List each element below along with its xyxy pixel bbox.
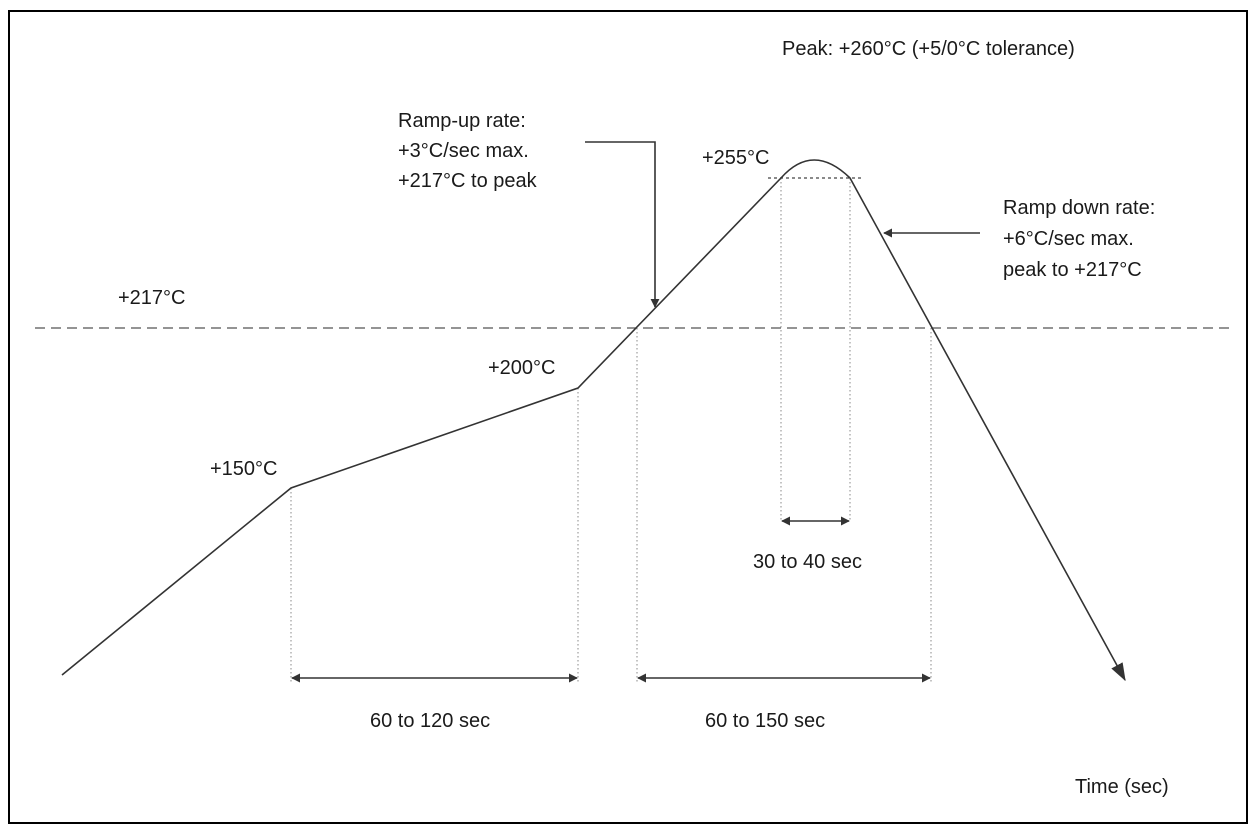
temp-217-label: +217°C — [118, 287, 186, 309]
ramp-down-label-line3: peak to +217°C — [1003, 259, 1142, 281]
temp-150-label: +150°C — [210, 458, 278, 480]
ramp-down-label-line1: Ramp down rate: — [1003, 197, 1155, 219]
ramp-up-label-line2: +3°C/sec max. — [398, 140, 529, 162]
ramp-down-label-line2: +6°C/sec max. — [1003, 228, 1134, 250]
temperature-profile-curve — [61, 159, 1126, 682]
ramp-up-label-line3: +217°C to peak — [398, 170, 538, 192]
temp-200-label: +200°C — [488, 357, 556, 379]
temp-255-label: +255°C — [702, 147, 770, 169]
soak-duration-label: 60 to 120 sec — [370, 710, 490, 732]
diagram-frame — [8, 10, 1248, 824]
x-axis-label: Time (sec) — [1075, 776, 1169, 798]
ramp-up-leader-arrow — [585, 141, 660, 308]
reflow-duration-label: 60 to 150 sec — [705, 710, 825, 732]
peak-label: Peak: +260°C (+5/0°C tolerance) — [782, 38, 1075, 60]
ramp-up-label-line1: Ramp-up rate: — [398, 110, 526, 132]
peak-duration-label: 30 to 40 sec — [753, 551, 862, 573]
